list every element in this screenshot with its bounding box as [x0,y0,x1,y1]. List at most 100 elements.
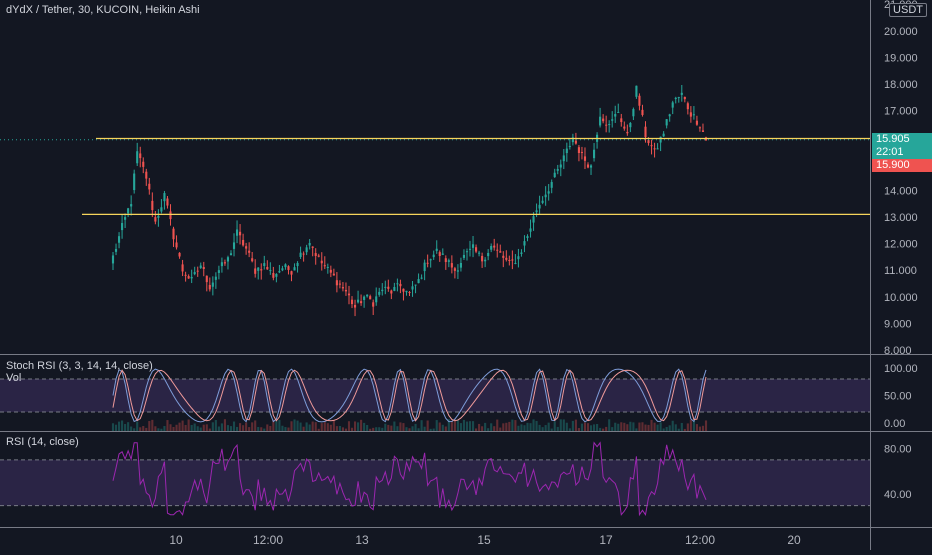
candle-body [453,268,456,271]
volume-bar [656,424,659,431]
stoch-rsi-legend: Stoch RSI (3, 3, 14, 14, close) [6,360,153,372]
volume-bar [317,428,320,431]
volume-bar [390,425,393,431]
volume-bar [562,419,565,431]
candle-body [278,271,281,273]
volume-bar [130,426,133,431]
candle-body [166,198,169,206]
candle-body [432,254,435,258]
volume-bar [202,424,205,431]
volume-bar [290,421,293,431]
volume-bar [187,419,190,431]
candle-body [544,194,547,198]
candle-body [632,109,635,117]
candle-body [408,291,411,293]
candle-body [586,164,590,168]
volume-bar [502,423,505,431]
candle-body [635,85,638,97]
candle-body [196,270,199,272]
candle-body [160,207,163,212]
candle-body [232,242,236,249]
candle-body [665,119,668,126]
volume-bar [629,421,632,431]
volume-bar [284,427,287,431]
candle-body [363,296,366,300]
y-tick-label: 19.000 [884,52,918,64]
volume-bar [686,423,689,431]
volume-bar [136,421,139,431]
volume-bar [614,422,617,431]
volume-bar [689,419,692,431]
volume-bar [644,424,647,431]
volume-bar [414,423,417,431]
candle-body [245,246,248,249]
candle-body [535,210,538,213]
candle-body [493,245,496,248]
candle-body [614,114,617,117]
volume-bar [683,428,686,431]
candle-body [151,200,154,211]
candle-body [698,127,702,129]
candle-body [568,145,571,147]
volume-bar [493,426,496,431]
volume-bar [438,422,441,431]
candle-body [701,130,705,132]
volume-bar [465,421,469,431]
candle-body [223,262,227,264]
y-tick-label: 10.000 [884,292,918,304]
volume-bar [329,424,332,431]
volume-bar [260,427,263,431]
candle-body [130,204,133,207]
candle-body [459,262,462,268]
volume-bar [344,428,348,431]
candle-body [248,250,251,253]
candle-body [629,122,632,128]
candle-body [341,287,344,289]
volume-bar [580,423,584,431]
x-tick-label: 20 [787,533,801,547]
candle-body [520,252,523,254]
y-tick-label: 18.000 [884,79,918,91]
volume-bar [154,426,157,431]
x-tick-label: 10 [169,533,183,547]
candle-body [608,124,611,126]
volume-bar [357,422,360,431]
volume-bar [335,426,338,431]
rsi-band [0,459,870,506]
candle-body [239,231,242,236]
volume-bar [393,421,396,431]
volume-bar [459,423,462,431]
volume-bar [157,428,160,431]
volume-bar [320,423,323,431]
candle-body [281,268,284,271]
volume-bar [565,422,568,431]
volume-bar [677,428,680,431]
candle-body [205,275,208,283]
candle-body [220,262,223,267]
candle-body [656,148,659,150]
candle-body [538,204,541,209]
candle-body [641,109,644,115]
volume-bar [538,424,541,431]
candle-body [671,102,674,108]
candle-body [396,283,399,285]
volume-bar [701,425,705,431]
volume-bar [505,422,508,431]
y-tick-label: 12.000 [884,239,918,251]
volume-bar [145,427,148,431]
volume-bar [641,422,644,431]
volume-bar [220,423,223,431]
candle-body [251,258,254,262]
close-price-tag: 15.900 [872,159,932,172]
currency-badge[interactable]: USDT [889,3,927,17]
candle-body [514,263,517,265]
volume-bar [229,426,233,431]
candle-body [284,264,287,268]
volume-bar [296,420,299,431]
candle-body [211,282,214,287]
candle-body [444,258,447,263]
rsi-y-tick: 80.00 [884,443,912,455]
x-tick-label: 15 [477,533,491,547]
